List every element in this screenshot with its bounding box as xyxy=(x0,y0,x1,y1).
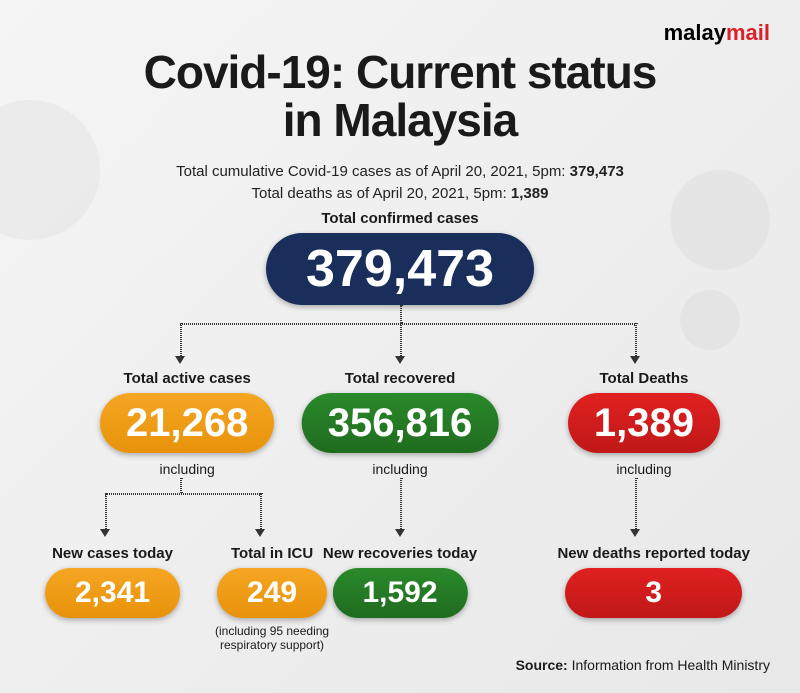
arrow-icon xyxy=(630,529,640,537)
connector xyxy=(635,478,637,531)
connector xyxy=(400,478,402,531)
active-cases-box: Total active cases 21,268 including xyxy=(100,370,274,477)
connector xyxy=(400,323,402,358)
arrow-icon xyxy=(395,356,405,364)
icu-value-pill: 249 xyxy=(217,568,327,618)
active-label: Total active cases xyxy=(100,370,274,387)
connector xyxy=(105,493,260,495)
newcases-value-pill: 2,341 xyxy=(45,568,180,618)
recovered-label: Total recovered xyxy=(302,370,499,387)
connector xyxy=(180,323,182,358)
logo: malaymail xyxy=(664,20,770,46)
arrow-icon xyxy=(630,356,640,364)
connector xyxy=(180,478,182,493)
deaths-label: Total Deaths xyxy=(568,370,720,387)
icu-note-line1: (including 95 needing xyxy=(215,624,329,638)
arrow-icon xyxy=(100,529,110,537)
newrecoveries-value-pill: 1,592 xyxy=(332,568,467,618)
newdeaths-value-pill: 3 xyxy=(565,568,742,618)
title-line2: in Malaysia xyxy=(283,94,517,146)
icu-box: Total in ICU 249 (including 95 needing r… xyxy=(215,545,329,653)
deaths-box: Total Deaths 1,389 including xyxy=(568,370,720,477)
total-value-pill: 379,473 xyxy=(266,233,534,305)
logo-part2: mail xyxy=(726,20,770,45)
connector xyxy=(635,323,637,358)
subtitle-line1-prefix: Total cumulative Covid-19 cases as of Ap… xyxy=(176,163,570,180)
connector xyxy=(260,493,262,531)
connector xyxy=(105,493,107,531)
subtitle-line1-value: 379,473 xyxy=(570,163,624,180)
newrecoveries-label: New recoveries today xyxy=(323,545,477,562)
logo-part1: malay xyxy=(664,20,726,45)
subtitle-line2-prefix: Total deaths as of April 20, 2021, 5pm: xyxy=(252,185,511,202)
connector xyxy=(180,323,635,325)
subtitle-line2-value: 1,389 xyxy=(511,185,549,202)
arrow-icon xyxy=(395,529,405,537)
connector xyxy=(400,305,402,323)
active-value-pill: 21,268 xyxy=(100,393,274,453)
source-label: Source: xyxy=(516,657,568,673)
recovered-including: including xyxy=(302,461,499,477)
total-label: Total confirmed cases xyxy=(266,210,534,227)
new-recoveries-box: New recoveries today 1,592 xyxy=(323,545,477,618)
new-deaths-box: New deaths reported today 3 xyxy=(557,545,750,618)
newcases-label: New cases today xyxy=(45,545,180,562)
title-line1: Covid-19: Current status xyxy=(144,46,657,98)
newdeaths-label: New deaths reported today xyxy=(557,545,750,562)
bg-virus-icon xyxy=(670,170,770,270)
recovered-value-pill: 356,816 xyxy=(302,393,499,453)
icu-note: (including 95 needing respiratory suppor… xyxy=(215,624,329,653)
recovered-box: Total recovered 356,816 including xyxy=(302,370,499,477)
source: Source: Information from Health Ministry xyxy=(516,657,770,673)
source-text: Information from Health Ministry xyxy=(568,657,770,673)
icu-label: Total in ICU xyxy=(215,545,329,562)
new-cases-box: New cases today 2,341 xyxy=(45,545,180,618)
icu-note-line2: respiratory support) xyxy=(220,638,324,652)
active-including: including xyxy=(100,461,274,477)
total-confirmed-box: Total confirmed cases 379,473 xyxy=(266,210,534,305)
arrow-icon xyxy=(175,356,185,364)
deaths-value-pill: 1,389 xyxy=(568,393,720,453)
deaths-including: including xyxy=(568,461,720,477)
bg-virus-icon xyxy=(680,290,740,350)
arrow-icon xyxy=(255,529,265,537)
